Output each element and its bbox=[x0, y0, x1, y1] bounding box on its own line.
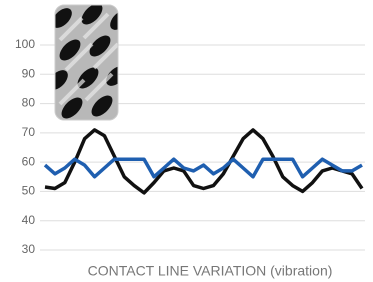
y-tick-label: 30 bbox=[22, 242, 36, 256]
y-tick-label: 90 bbox=[22, 66, 36, 80]
y-tick-label: 60 bbox=[22, 154, 36, 168]
chart: 30 40 50 60 70 80 90 100 bbox=[0, 0, 373, 282]
y-tick-label: 50 bbox=[22, 184, 36, 198]
y-tick-label: 100 bbox=[15, 37, 35, 51]
x-axis-label: CONTACT LINE VARIATION (vibration) bbox=[88, 263, 333, 279]
y-tick-label: 80 bbox=[22, 96, 36, 110]
y-tick-label: 40 bbox=[22, 213, 36, 227]
series-line bbox=[45, 130, 362, 193]
y-tick-label: 70 bbox=[22, 125, 36, 139]
